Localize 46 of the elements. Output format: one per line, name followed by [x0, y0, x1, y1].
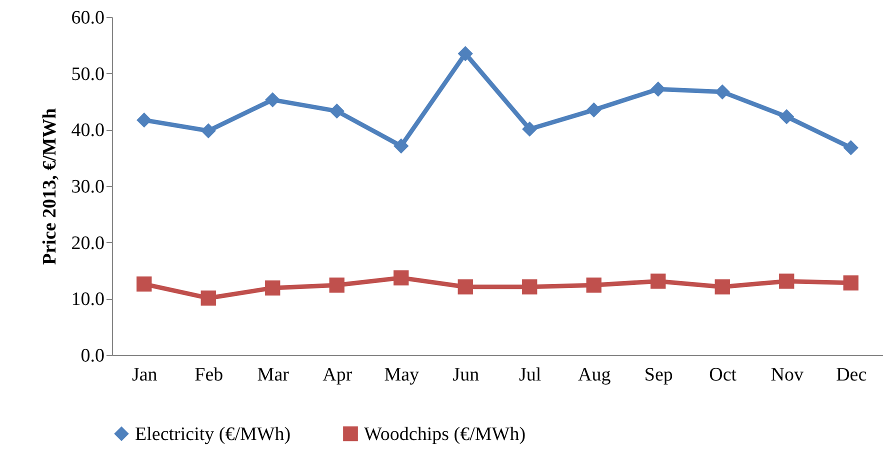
point: [136, 112, 152, 128]
y-tick-label: 0.0: [80, 346, 104, 366]
point: [265, 92, 280, 108]
point: [714, 84, 730, 100]
point: [586, 278, 602, 293]
y-tick-label: 50.0: [71, 64, 104, 85]
x-tick-label: Oct: [709, 364, 738, 386]
point: [329, 103, 344, 119]
point: [843, 275, 858, 290]
point: [458, 46, 473, 62]
y-tick-label: 60.0: [71, 8, 104, 28]
x-tick-label: Jan: [132, 364, 158, 386]
point: [136, 276, 152, 292]
x-tick-label: Sep: [644, 364, 673, 386]
point: [458, 279, 473, 294]
point: [394, 270, 409, 286]
point: [714, 279, 730, 294]
x-tick-label: May: [384, 364, 420, 386]
point: [843, 140, 858, 156]
legend-label: Electricity (€/MWh): [135, 424, 291, 445]
point: [522, 122, 538, 137]
point: [779, 109, 794, 124]
point: [650, 82, 666, 97]
y-tick-label: 30.0: [71, 176, 104, 198]
point: [650, 274, 666, 289]
x-tick-label: Jun: [452, 364, 480, 386]
x-tick-label: Jul: [519, 364, 542, 386]
x-tick-label: Nov: [770, 364, 804, 386]
x-tick-label: Feb: [194, 364, 224, 386]
legend-label: Woodchips (€/MWh): [364, 424, 526, 445]
x-tick-label: Apr: [322, 364, 353, 386]
point: [522, 279, 538, 294]
point: [394, 138, 409, 154]
point: [779, 274, 794, 289]
y-tick-label: 10.0: [71, 289, 104, 310]
x-tick-label: Mar: [257, 364, 290, 386]
x-tick-label: Aug: [578, 364, 612, 386]
point: [200, 290, 216, 306]
point: [200, 123, 216, 138]
y-axis-title: Price 2013, €/MWh: [39, 108, 60, 265]
point: [329, 278, 344, 293]
y-tick-label: 20.0: [71, 232, 104, 254]
x-tick-label: Dec: [836, 364, 867, 386]
point: [265, 280, 280, 296]
point: [586, 102, 602, 118]
y-tick-label: 40.0: [71, 120, 104, 142]
